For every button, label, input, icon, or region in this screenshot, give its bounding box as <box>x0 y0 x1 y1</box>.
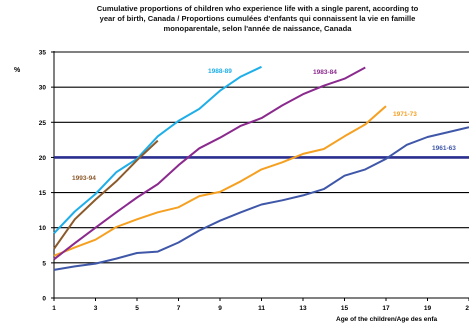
series-label-1961-63: 1961-63 <box>432 145 456 152</box>
x-tick-label: 7 <box>177 305 181 312</box>
series-line-1993-94 <box>53 139 159 250</box>
chart-title: Cumulative proportions of children who e… <box>96 4 419 33</box>
y-axis-label: % <box>14 67 21 74</box>
y-tick-label: 15 <box>39 190 47 197</box>
y-tick-label: 30 <box>39 85 47 92</box>
y-tick-label: 20 <box>39 155 47 162</box>
y-tick-label: 5 <box>42 260 46 267</box>
series-label-1971-73: 1971-73 <box>393 111 417 118</box>
x-tick-label: 11 <box>258 305 265 312</box>
x-tick-label: 15 <box>341 305 349 312</box>
y-tick-label: 0 <box>42 296 46 303</box>
series-label-1983-84: 1983-84 <box>313 69 337 76</box>
x-tick-label: 5 <box>135 305 139 312</box>
series-label-1988-89: 1988-89 <box>208 68 232 75</box>
x-tick-label: 17 <box>382 305 390 312</box>
series-line-1983-84 <box>53 66 366 261</box>
series-label-1993-94: 1993-94 <box>72 175 96 182</box>
x-tick-label: 19 <box>424 305 432 312</box>
series-line-1988-89 <box>53 65 262 234</box>
x-tick-label: 3 <box>94 305 98 312</box>
series-line-1971-73 <box>53 105 387 257</box>
x-tick-label: 1 <box>52 305 56 312</box>
y-tick-label: 10 <box>39 225 47 232</box>
y-tick-label: 35 <box>39 50 47 57</box>
x-axis-label: Age of the children/Age des enfa <box>336 316 438 323</box>
y-tick-label: 25 <box>39 120 47 127</box>
x-tick-label: 9 <box>218 305 222 312</box>
x-tick-label: 21 <box>465 305 469 312</box>
series-line-1961-63 <box>53 126 469 271</box>
x-tick-label: 13 <box>299 305 307 312</box>
